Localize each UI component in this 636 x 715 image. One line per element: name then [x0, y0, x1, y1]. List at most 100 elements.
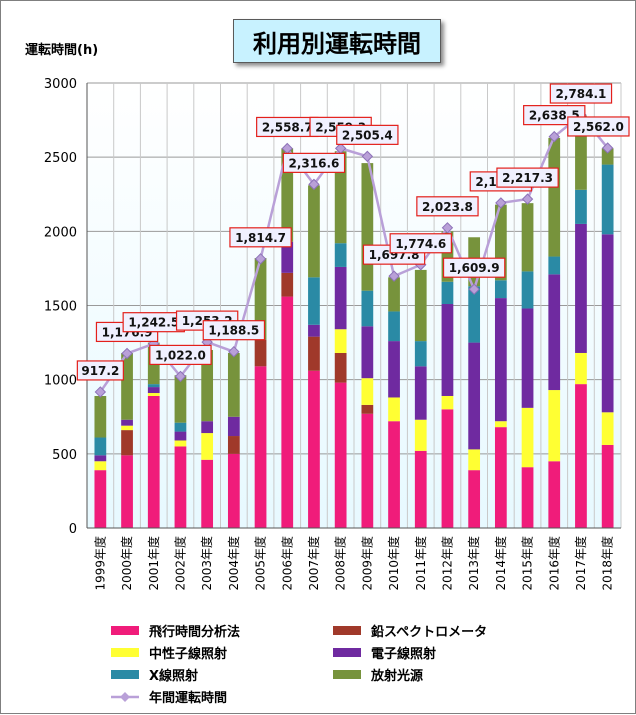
bar-segment: [441, 304, 454, 396]
bar-segment: [388, 277, 400, 312]
x-tick-label: 2010年度: [386, 536, 401, 591]
bar-segment: [121, 455, 133, 528]
y-tick-label: 1500: [44, 300, 77, 315]
bar-segment: [254, 339, 267, 367]
bar-segment: [201, 350, 214, 422]
bar-segment: [494, 204, 507, 281]
data-label-box: [442, 257, 506, 278]
legend-item: 鉛スペクトロメータ: [333, 621, 487, 640]
bar-segment: [121, 430, 133, 456]
y-tick-label: 2000: [44, 225, 77, 240]
data-label: 1,814.7: [229, 227, 292, 248]
bar-segment: [174, 446, 187, 528]
data-label-text: 2,784.1: [556, 87, 607, 101]
x-tick-label: 1999年度: [92, 536, 107, 591]
bar-segment: [147, 387, 160, 394]
bar-segment: [201, 421, 214, 434]
bar-segment: [94, 395, 107, 438]
data-label-text: 2,558.7: [262, 120, 313, 134]
data-label-text: 1,242.5: [128, 316, 179, 330]
line-point: [361, 150, 374, 163]
bar-segment: [575, 223, 587, 353]
data-label-text: 1,814.7: [235, 231, 286, 245]
line-point: [308, 178, 320, 191]
bar-segment: [94, 461, 107, 471]
legend-swatch: [111, 648, 139, 657]
legend-swatch: [333, 670, 361, 679]
legend-swatch: [333, 626, 361, 635]
bar-segment: [281, 272, 294, 297]
legend-label: 中性子線照射: [149, 647, 228, 662]
bar-segment: [388, 397, 400, 422]
legend-item: 電子線照射: [333, 643, 436, 662]
bar-segment: [601, 164, 614, 235]
bar-segment: [147, 393, 160, 396]
line-point: [254, 253, 267, 265]
y-axis-label: 運転時間(h): [25, 43, 99, 58]
legend-label: 電子線照射: [371, 647, 437, 662]
legend-item: X線照射: [111, 665, 198, 684]
bar-segment: [147, 384, 160, 388]
data-label-text: 917.2: [81, 364, 119, 378]
x-tick-label: 2004年度: [226, 536, 241, 591]
x-tick-label: 2007年度: [306, 536, 321, 591]
bar-segment: [521, 407, 534, 468]
bar-segment: [254, 258, 267, 340]
line-point: [121, 347, 133, 360]
bar-segment: [254, 366, 267, 528]
bar-segment: [361, 290, 374, 327]
bar-segment: [521, 467, 534, 528]
y-tick-label: 3000: [44, 77, 77, 92]
bar-segment: [121, 352, 133, 420]
data-label-box: [567, 116, 630, 137]
x-tick-label: 2013年度: [466, 536, 481, 591]
legend-label: 放射光源: [371, 669, 424, 684]
legend-label: 鉛スペクトロメータ: [371, 625, 488, 640]
x-tick-label: 2015年度: [520, 536, 535, 591]
x-tick-label: 2016年度: [546, 536, 561, 591]
bar-segment: [601, 148, 614, 165]
bar-segment: [308, 370, 320, 528]
y-tick-label: 1000: [44, 374, 77, 389]
bar-segment: [361, 326, 374, 379]
bar-segment: [281, 296, 294, 528]
chart-title: 利用別運転時間: [233, 19, 441, 63]
bar-segment: [227, 436, 240, 454]
bar-segment: [601, 444, 614, 528]
data-label: 2,558.7: [256, 116, 319, 138]
x-tick-label: 2003年度: [199, 536, 214, 591]
data-label: 1,022.0: [149, 344, 212, 366]
x-tick-label: 2000年度: [119, 536, 134, 591]
line-point: [388, 270, 400, 282]
bar-segment: [575, 115, 587, 190]
bar-segment: [575, 352, 587, 385]
legend-item: 放射光源: [333, 665, 423, 684]
bar-segment: [361, 163, 374, 291]
data-label-text: 2,505.4: [342, 128, 393, 142]
bar-segment: [94, 437, 107, 456]
x-tick-label: 2001年度: [146, 536, 161, 591]
bar-segment: [521, 203, 534, 272]
bar-segment: [548, 461, 561, 528]
bar-segment: [548, 390, 561, 462]
bar-segment: [361, 404, 374, 414]
bar-segment: [334, 266, 347, 330]
bar-segment: [388, 341, 400, 398]
data-label: 2,562.0: [567, 116, 630, 137]
x-tick-label: 2009年度: [359, 536, 374, 591]
bar-segment: [94, 470, 107, 528]
bar-segment: [414, 450, 427, 528]
bar-segment: [494, 280, 507, 299]
bar-segment: [548, 137, 561, 257]
line-point: [548, 130, 560, 143]
x-tick-label: 2002年度: [172, 536, 187, 591]
legend-swatch: [333, 648, 361, 657]
bar-segment: [494, 298, 507, 422]
data-label-text: 2,316.6: [289, 156, 340, 170]
x-tick-label: 2014年度: [493, 536, 508, 591]
data-label-text: 1,188.5: [208, 324, 259, 338]
legend-label: 飛行時間分析法: [149, 625, 241, 640]
bar-segment: [334, 382, 347, 528]
